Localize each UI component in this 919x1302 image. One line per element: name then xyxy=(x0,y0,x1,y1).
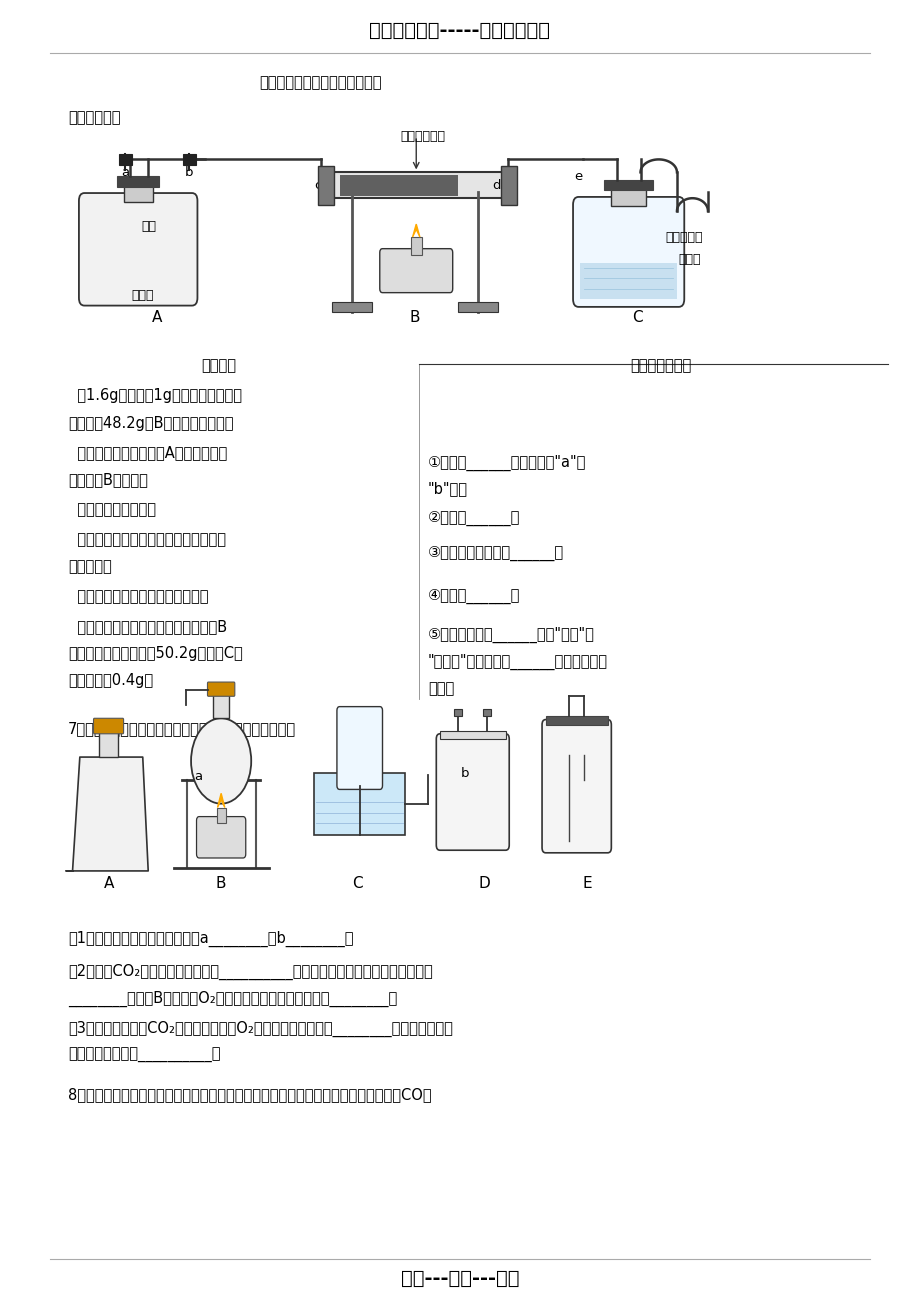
Text: A: A xyxy=(152,310,163,324)
Text: 氮气: 氮气 xyxy=(141,220,155,233)
Polygon shape xyxy=(66,756,148,871)
Bar xyxy=(545,716,607,725)
Bar xyxy=(580,263,676,299)
FancyBboxPatch shape xyxy=(436,734,509,850)
Bar xyxy=(216,807,225,823)
Text: C: C xyxy=(631,310,642,324)
Text: 操作步骤: 操作步骤 xyxy=(200,358,235,374)
Text: D: D xyxy=(478,876,490,892)
Text: 氮气通入B装置中。: 氮气通入B装置中。 xyxy=(68,473,148,487)
Bar xyxy=(458,302,498,312)
FancyBboxPatch shape xyxy=(79,193,198,306)
Text: 氧化铜和炭粉: 氧化铜和炭粉 xyxy=(401,130,446,143)
Text: a: a xyxy=(194,769,202,783)
Text: （3）既可用于收集CO₂，又可用于收集O₂的装置是（填序号）________。收集时，二氧: （3）既可用于收集CO₂，又可用于收集O₂的装置是（填序号）________。收… xyxy=(68,1021,452,1038)
FancyBboxPatch shape xyxy=(573,197,684,307)
Bar xyxy=(317,165,334,204)
Bar xyxy=(313,772,405,835)
Text: b: b xyxy=(185,165,193,178)
Text: 实验现象及分析: 实验现象及分析 xyxy=(630,358,690,374)
Bar xyxy=(439,732,505,740)
Text: 专心---专注---专业: 专心---专注---专业 xyxy=(401,1269,518,1289)
Text: C: C xyxy=(352,876,363,892)
Text: "不成立"），理由是______（用计算式表: "不成立"），理由是______（用计算式表 xyxy=(427,654,607,669)
Bar xyxy=(321,172,508,198)
Text: 足量的澄清: 足量的澄清 xyxy=(664,230,702,243)
Text: a: a xyxy=(120,165,129,178)
FancyBboxPatch shape xyxy=(336,707,382,789)
Text: （2）制取CO₂应选择的发生装置是__________（填序号），其反应的化学方程式为: （2）制取CO₂应选择的发生装置是__________（填序号），其反应的化学方… xyxy=(68,963,432,980)
Polygon shape xyxy=(217,793,224,807)
Bar xyxy=(183,154,196,164)
Bar xyxy=(610,187,645,206)
Text: 先通一段时间氮气。: 先通一段时间氮气。 xyxy=(68,503,156,517)
Text: 停止加热，再通入一段时间氮气。: 停止加热，再通入一段时间氮气。 xyxy=(68,589,209,604)
Text: 7．下图为实验室制取气体常用的装置，请回答有关问题。: 7．下图为实验室制取气体常用的装置，请回答有关问题。 xyxy=(68,721,296,736)
FancyBboxPatch shape xyxy=(94,719,123,734)
Bar xyxy=(212,693,229,719)
Bar xyxy=(482,710,491,716)
Text: 打开弹簧夹，往贮气瓶A中注入水，将: 打开弹簧夹，往贮气瓶A中注入水，将 xyxy=(68,445,227,461)
Text: B: B xyxy=(409,310,419,324)
Bar xyxy=(117,176,159,186)
Text: e: e xyxy=(573,169,582,182)
Circle shape xyxy=(191,719,251,803)
FancyBboxPatch shape xyxy=(380,249,452,293)
FancyBboxPatch shape xyxy=(197,816,245,858)
Text: 玻璃管及固体总质量为50.2g，称得C瓶: 玻璃管及固体总质量为50.2g，称得C瓶 xyxy=(68,646,243,661)
Bar xyxy=(119,154,131,164)
Text: 精选优质文档-----倾情为你奉上: 精选优质文档-----倾情为你奉上 xyxy=(369,21,550,40)
Bar xyxy=(501,165,516,204)
Text: 化碳的验满方法是__________。: 化碳的验满方法是__________。 xyxy=(68,1048,221,1064)
Text: A: A xyxy=(104,876,114,892)
Bar xyxy=(99,729,118,756)
Text: d: d xyxy=(492,178,500,191)
Text: E: E xyxy=(583,876,592,892)
Text: c: c xyxy=(313,178,321,191)
Text: ④目的是______。: ④目的是______。 xyxy=(427,589,520,604)
Text: 入质量为48.2g的B装置的玻璃管中。: 入质量为48.2g的B装置的玻璃管中。 xyxy=(68,415,233,431)
Text: b: b xyxy=(460,767,469,780)
Bar xyxy=(454,710,461,716)
Text: 8．化学小组同学提取了某火灾现场周围的空气（足量），用于探究该气体样品中含有CO。: 8．化学小组同学提取了某火灾现场周围的空气（足量），用于探究该气体样品中含有CO… xyxy=(68,1087,431,1101)
Text: ②目的是______。: ②目的是______。 xyxy=(427,512,520,526)
Bar xyxy=(339,174,458,195)
Text: 取1.6g氧化铜与1g炭粉均匀混合，放: 取1.6g氧化铜与1g炭粉均匀混合，放 xyxy=(68,388,242,404)
Bar xyxy=(410,237,421,255)
Text: （1）写出标有字母的仪器名称：a________、b________。: （1）写出标有字母的仪器名称：a________、b________。 xyxy=(68,931,353,947)
Text: ③玻璃管中的现象是______。: ③玻璃管中的现象是______。 xyxy=(427,547,563,561)
Text: "b"）。: "b"）。 xyxy=(427,482,468,496)
Bar xyxy=(123,184,153,202)
FancyBboxPatch shape xyxy=(541,720,610,853)
Text: B: B xyxy=(216,876,226,892)
Polygon shape xyxy=(412,224,419,237)
Text: 石灰水: 石灰水 xyxy=(678,253,700,266)
Text: ________；若用B装置制取O₂，写出一个反应的化学方程式________。: ________；若用B装置制取O₂，写出一个反应的化学方程式________。 xyxy=(68,991,397,1008)
FancyBboxPatch shape xyxy=(208,682,234,697)
Text: 【进行实验】: 【进行实验】 xyxy=(68,111,120,125)
Text: 前后相关物质的质量进行判断。: 前后相关物质的质量进行判断。 xyxy=(259,76,381,90)
Bar xyxy=(332,302,372,312)
Text: 实验完毕后，冷却装置至室温，称得B: 实验完毕后，冷却装置至室温，称得B xyxy=(68,618,227,634)
Bar xyxy=(604,180,652,190)
Text: ⑤结论：原假设______（填"成立"或: ⑤结论：原假设______（填"成立"或 xyxy=(427,626,595,643)
Text: 的混合物。: 的混合物。 xyxy=(68,559,111,574)
Text: 夹紧弹簧夹，用酒精喷灯加热玻璃管内: 夹紧弹簧夹，用酒精喷灯加热玻璃管内 xyxy=(68,533,226,547)
Text: 贮气瓶: 贮气瓶 xyxy=(131,289,154,302)
Text: 示）。: 示）。 xyxy=(427,681,454,695)
Text: ①水应从______端注入（填"a"或: ①水应从______端注入（填"a"或 xyxy=(427,454,585,470)
Text: 中液体增重0.4g。: 中液体增重0.4g。 xyxy=(68,673,153,687)
